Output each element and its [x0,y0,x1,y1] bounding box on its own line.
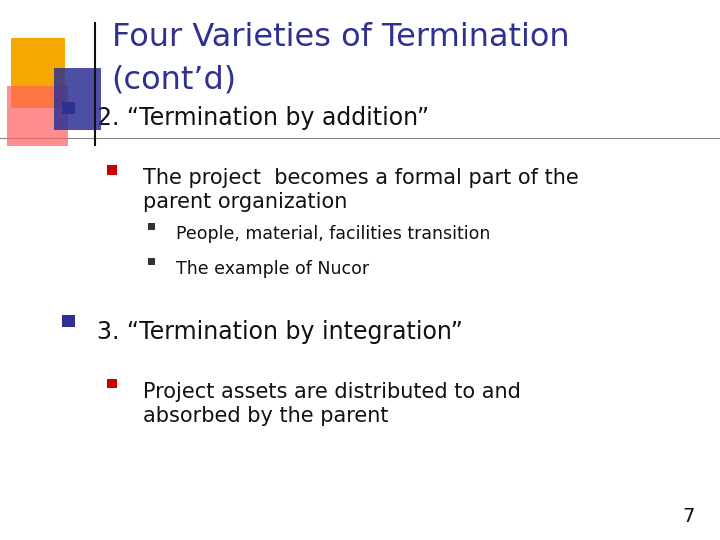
Bar [62,315,75,327]
Text: Four Varieties of Termination: Four Varieties of Termination [112,22,570,52]
Text: Project assets are distributed to and
absorbed by the parent: Project assets are distributed to and ab… [143,382,521,426]
Text: 7: 7 [683,508,695,526]
Text: The example of Nucor: The example of Nucor [176,260,369,278]
Bar [54,68,101,130]
Bar [148,224,155,230]
Bar [11,38,65,108]
Text: (cont’d): (cont’d) [112,65,237,96]
Bar [148,258,155,265]
Bar [107,379,117,388]
Bar [7,86,68,146]
Bar [107,165,117,175]
Text: The project  becomes a formal part of the
parent organization: The project becomes a formal part of the… [143,168,578,212]
Text: People, material, facilities transition: People, material, facilities transition [176,225,491,243]
Text: 3. “Termination by integration”: 3. “Termination by integration” [97,320,463,343]
Text: 2. “Termination by addition”: 2. “Termination by addition” [97,106,429,130]
Bar [62,102,75,114]
